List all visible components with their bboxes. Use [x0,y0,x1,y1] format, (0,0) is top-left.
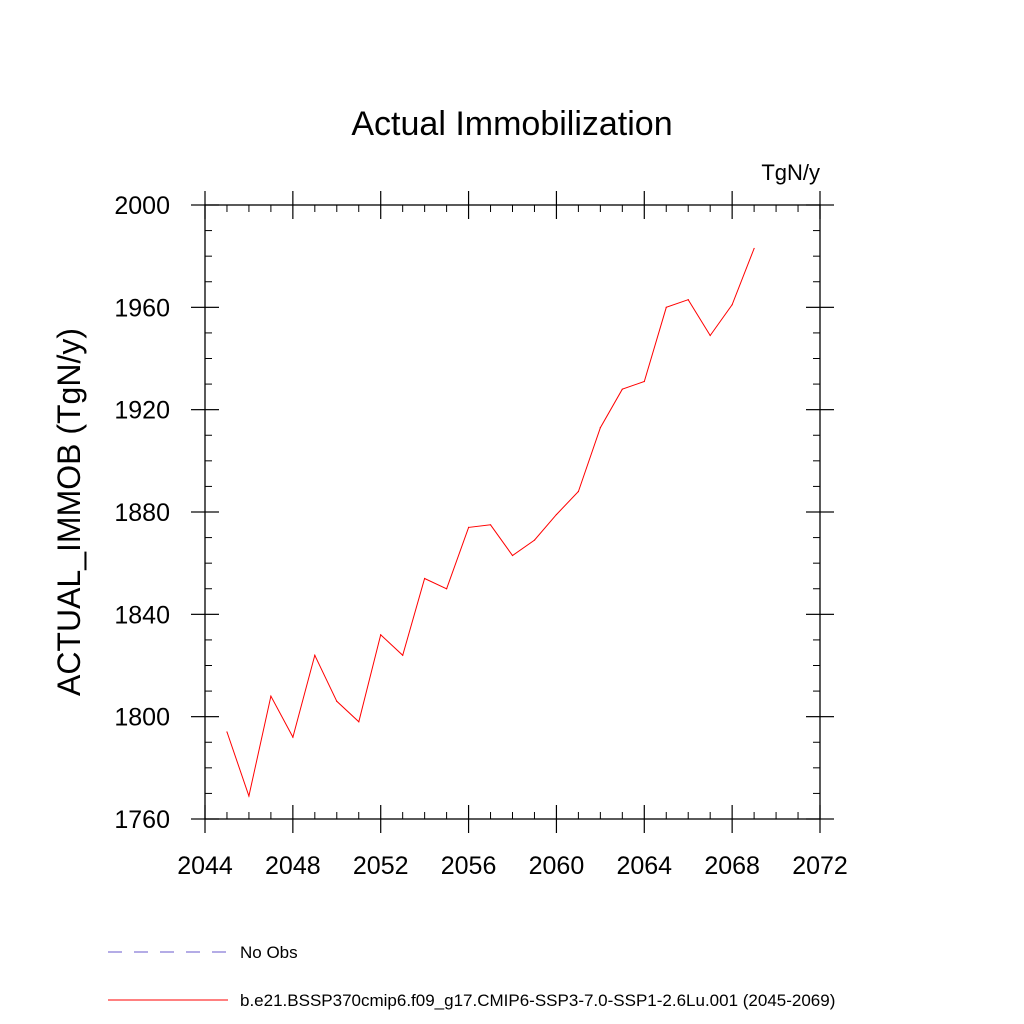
x-tick-label: 2056 [441,852,497,880]
data-point [467,526,470,528]
plot-frame [204,204,821,820]
y-tick-label: 1960 [114,294,170,322]
data-point [424,577,426,580]
y-axis-label: ACTUAL_IMMOB (TgN/y) [51,328,87,696]
data-point [489,524,492,526]
chart-title: Actual Immobilization [351,105,672,143]
legend-label: b.e21.BSSP370cmip6.f09_g17.CMIP6-SSP3-7.… [240,991,835,1010]
x-tick-label: 2060 [529,852,585,880]
y-tick-label: 1880 [114,499,170,527]
data-point [555,513,558,516]
major-ticks [191,191,834,833]
data-point [643,380,645,383]
data-point [753,247,755,250]
x-tick-label: 2048 [265,852,321,880]
y-tick-label: 2000 [114,192,170,220]
data-point [380,634,382,636]
x-tick-label: 2044 [177,852,233,880]
units-label: TgN/y [761,160,820,185]
x-tick-label: 2072 [792,852,848,880]
minor-ticks [205,205,820,819]
series-group [226,247,755,798]
data-point [577,490,579,493]
tick-labels: 2044 2048 2052 2056 2060 2064 2068 2072 1760 1800… [114,192,847,880]
data-point [226,731,228,733]
legend: No Obs b.e21.BSSP370cmip6.f09_g17.CMIP6-S… [108,943,835,1010]
data-point [292,736,294,738]
data-point [446,588,448,590]
series-line [226,248,755,798]
data-point [248,795,250,797]
y-tick-label: 1800 [114,704,170,732]
data-point [402,654,404,656]
y-tick-label: 1760 [114,806,170,834]
y-tick-label: 1920 [114,397,170,425]
data-point [731,304,733,306]
data-point [511,554,514,557]
legend-label: No Obs [240,943,298,962]
data-point [314,654,316,656]
data-point [358,721,360,723]
data-point [621,388,623,390]
data-point [687,299,689,301]
x-tick-label: 2068 [704,852,760,880]
data-point [599,426,601,429]
data-point [270,695,272,697]
data-point [709,334,711,337]
y-tick-label: 1840 [114,601,170,629]
x-tick-label: 2064 [616,852,672,880]
data-point [665,306,667,308]
x-tick-label: 2052 [353,852,409,880]
data-point [533,539,536,541]
data-point [336,700,338,702]
